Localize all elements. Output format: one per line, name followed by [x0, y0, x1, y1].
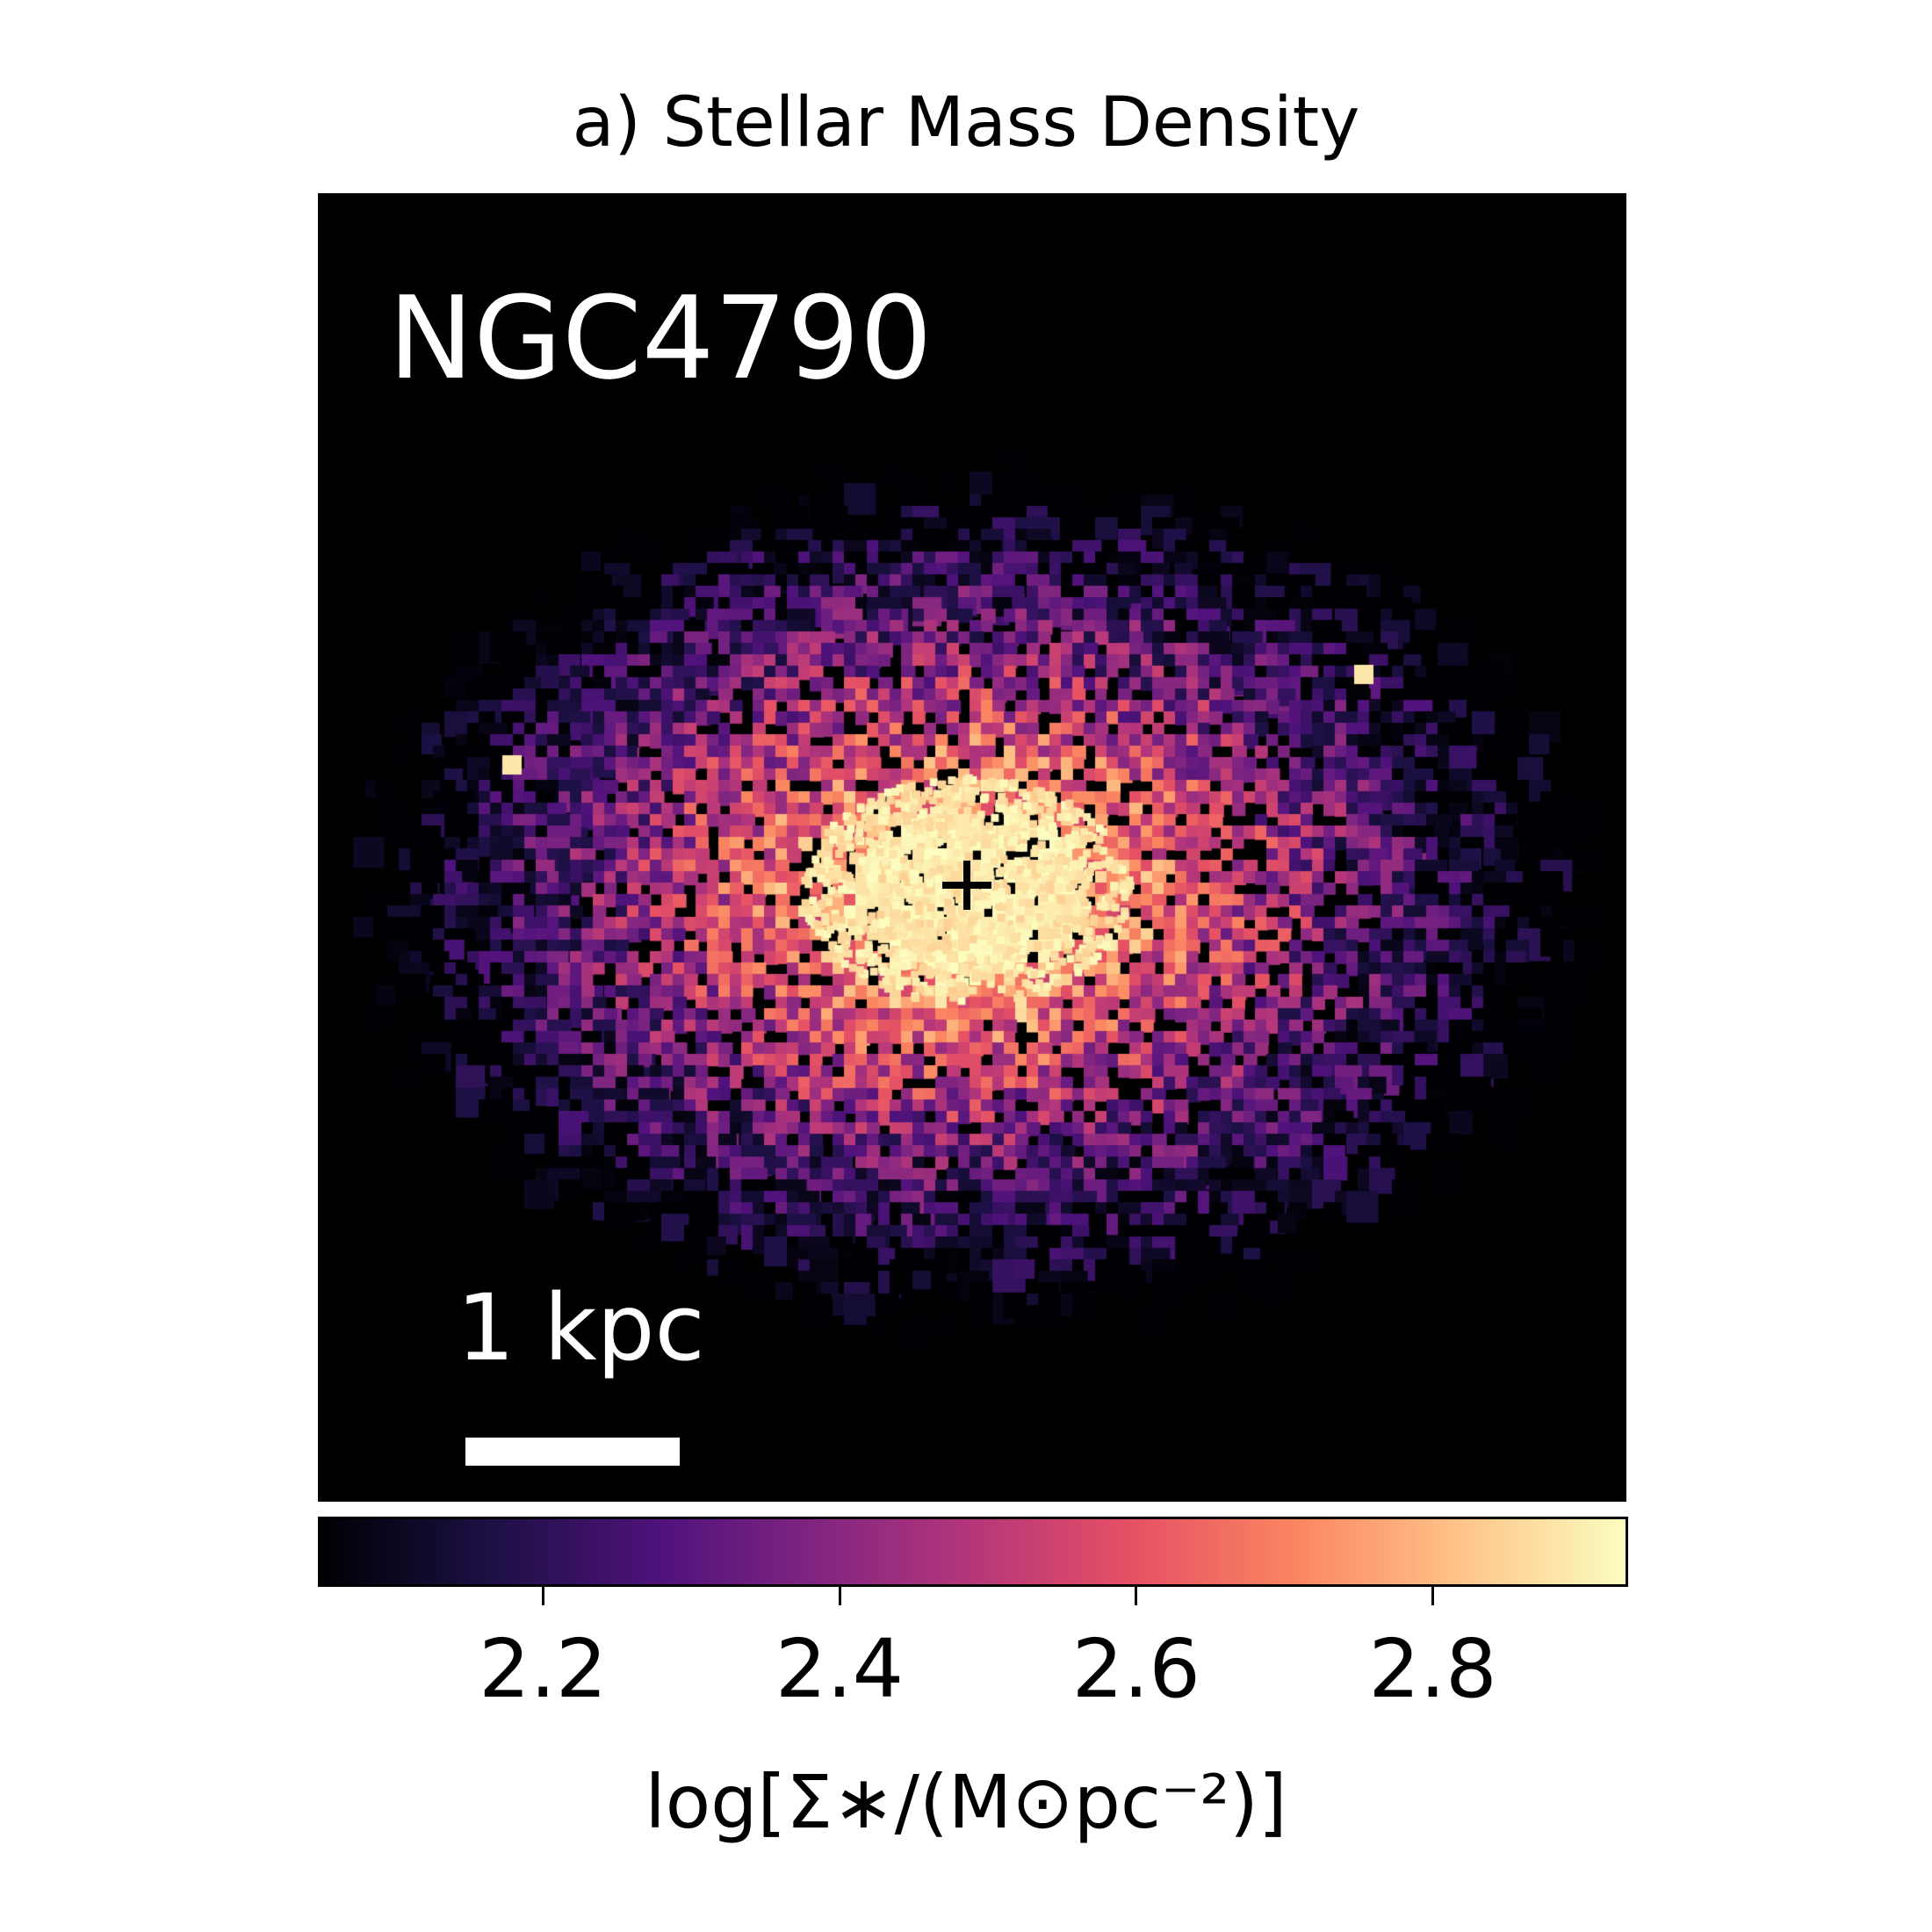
colorbar [318, 1517, 1628, 1587]
colorbar-tick [1135, 1584, 1138, 1605]
galaxy-name-label: NGC4790 [388, 271, 933, 405]
density-map: NGC4790 1 kpc [318, 193, 1626, 1502]
density-map-canvas [318, 193, 1626, 1502]
colorbar-tick-label: 2.4 [775, 1622, 905, 1716]
center-marker-icon [942, 861, 991, 910]
colorbar-tick-label: 2.2 [479, 1622, 608, 1716]
scale-bar-label: 1 kpc [457, 1274, 705, 1381]
colorbar-label: log[Σ∗/(M⊙pc⁻²)] [645, 1759, 1287, 1845]
scale-bar [465, 1438, 680, 1466]
chart-title: a) Stellar Mass Density [572, 83, 1360, 162]
colorbar-tick [1431, 1584, 1434, 1605]
colorbar-tick [541, 1584, 544, 1605]
colorbar-tick-label: 2.8 [1368, 1622, 1497, 1716]
colorbar-tick-label: 2.6 [1071, 1622, 1200, 1716]
colorbar-tick [838, 1584, 841, 1605]
